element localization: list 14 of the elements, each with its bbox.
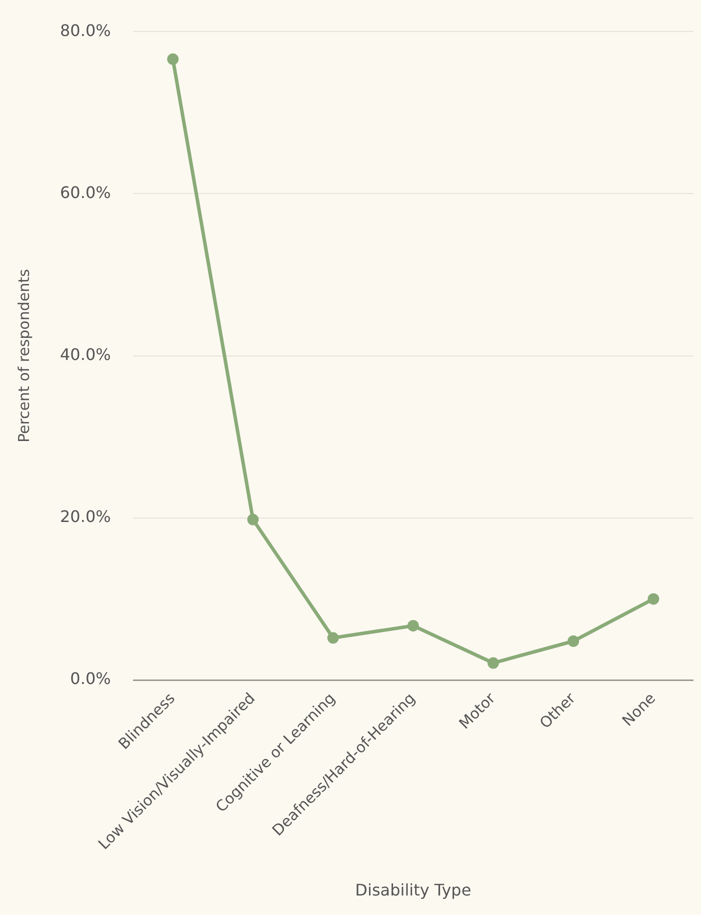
point — [488, 657, 500, 669]
y-tick-label: 80.0% — [60, 20, 111, 40]
y-axis-title: Percent of respondents — [14, 268, 33, 443]
point — [568, 635, 580, 647]
x-axis-title: Disability Type — [355, 880, 472, 900]
point — [648, 593, 660, 605]
point — [247, 514, 259, 526]
y-tick-label: 0.0% — [70, 669, 111, 688]
y-tick-label: 60.0% — [60, 182, 111, 202]
point — [327, 632, 339, 644]
point — [167, 53, 179, 65]
y-tick-label: 40.0% — [60, 344, 111, 364]
y-tick-label: 20.0% — [60, 507, 111, 526]
point — [407, 620, 419, 632]
